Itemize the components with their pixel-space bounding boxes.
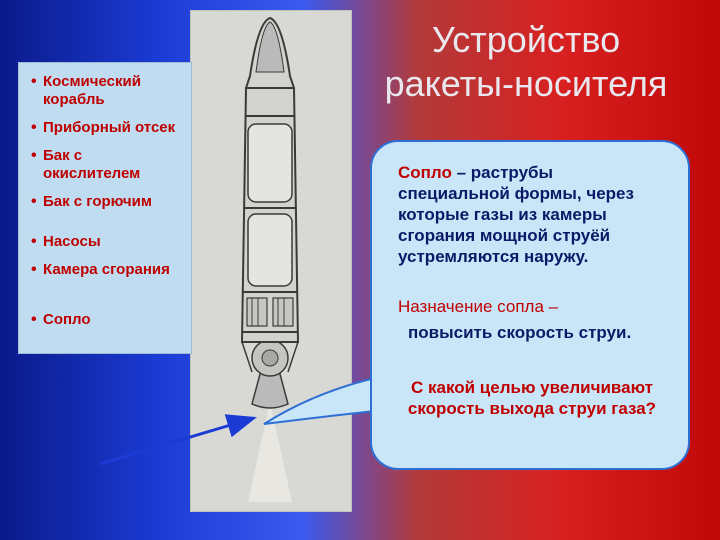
legend-item-fuel: Бак с горючим	[31, 193, 181, 211]
slide-title: Устройство ракеты-носителя	[356, 18, 696, 106]
slide-background: Устройство ракеты-носителя	[0, 0, 720, 540]
title-line-1: Устройство	[432, 19, 620, 60]
legend-item-spacecraft: Космический корабль	[31, 73, 181, 109]
purpose-label: Назначение сопла –	[398, 297, 666, 317]
legend-item-nozzle: Сопло	[31, 311, 181, 329]
legend-item-instrument: Приборный отсек	[31, 119, 181, 137]
purpose-body: повысить скорость струи.	[408, 323, 666, 343]
definition-callout: Сопло – раструбы специальной формы, чере…	[370, 140, 690, 470]
title-line-2: ракеты-носителя	[385, 63, 668, 104]
parts-legend: Космический корабль Приборный отсек Бак …	[18, 62, 192, 354]
legend-item-chamber: Камера сгорания	[31, 261, 181, 279]
definition-text: Сопло – раструбы специальной формы, чере…	[398, 162, 666, 267]
callout-question: С какой целью увеличивают скорость выход…	[398, 377, 666, 419]
term-nozzle: Сопло	[398, 163, 452, 182]
callout-tail	[258, 370, 388, 440]
legend-item-oxidizer: Бак с окислителем	[31, 147, 181, 183]
nozzle-pointer-arrow	[96, 408, 276, 478]
legend-item-pumps: Насосы	[31, 233, 181, 251]
